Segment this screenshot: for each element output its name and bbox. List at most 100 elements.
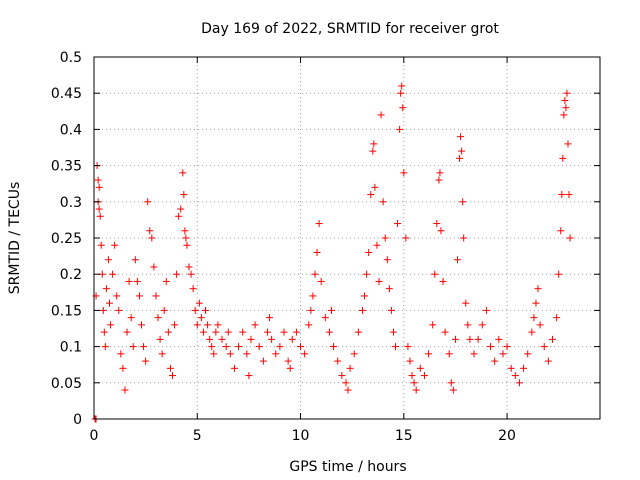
data-point <box>400 169 408 177</box>
data-point <box>503 343 511 351</box>
data-point <box>263 328 271 336</box>
x-tick-label: 5 <box>193 428 202 444</box>
data-point <box>288 335 296 343</box>
data-point <box>530 314 538 322</box>
data-point <box>346 364 354 372</box>
data-point <box>117 350 125 358</box>
data-point <box>470 350 478 358</box>
data-point <box>173 270 181 278</box>
data-point <box>435 176 443 184</box>
data-point <box>458 147 466 155</box>
data-point <box>377 111 385 119</box>
y-tick-label: 0.35 <box>51 159 82 175</box>
data-point <box>437 227 445 235</box>
data-point <box>123 328 131 336</box>
x-tick-label: 15 <box>395 428 413 444</box>
data-point <box>369 147 377 155</box>
data-point <box>410 379 418 387</box>
y-tick-labels: 0 0.05 0.1 0.15 0.2 0.25 0.3 0.35 0.4 0.45 0.5 <box>51 50 82 428</box>
data-point <box>565 191 573 199</box>
data-point <box>491 357 499 365</box>
data-point <box>445 350 453 358</box>
data-point <box>171 321 179 329</box>
data-point <box>127 314 135 322</box>
data-point <box>358 306 366 314</box>
data-point <box>460 234 468 242</box>
y-tick-label: 0.3 <box>60 195 82 211</box>
data-point <box>558 191 566 199</box>
data-point <box>397 89 405 97</box>
data-point <box>162 277 170 285</box>
data-point <box>367 191 375 199</box>
data-point <box>168 372 176 380</box>
data-point <box>266 314 274 322</box>
y-tick-label: 0.15 <box>51 303 82 319</box>
data-point <box>255 343 263 351</box>
data-point <box>370 140 378 148</box>
y-tick-label: 0.5 <box>60 50 82 66</box>
data-point <box>95 205 103 213</box>
data-point <box>268 335 276 343</box>
data-point <box>301 350 309 358</box>
data-point <box>259 357 267 365</box>
x-tick-label: 0 <box>90 428 99 444</box>
data-point <box>507 364 515 372</box>
data-point <box>544 357 552 365</box>
data-point <box>182 234 190 242</box>
data-point <box>210 350 218 358</box>
data-point <box>511 372 519 380</box>
data-point <box>104 256 112 264</box>
data-point <box>433 220 441 228</box>
data-point <box>441 328 449 336</box>
y-tick-label: 0.05 <box>51 376 82 392</box>
data-point <box>102 285 110 293</box>
data-point <box>97 241 105 249</box>
x-tick-labels: 0 5 10 15 20 <box>90 428 516 444</box>
data-point <box>309 292 317 300</box>
data-point <box>96 212 104 220</box>
data-point <box>338 372 346 380</box>
data-point <box>453 256 461 264</box>
data-point <box>109 270 117 278</box>
axis-ticks <box>93 56 600 420</box>
data-point <box>131 256 139 264</box>
data-point <box>451 335 459 343</box>
data-point <box>197 314 205 322</box>
data-point <box>119 364 127 372</box>
data-point <box>474 335 482 343</box>
data-point <box>436 169 444 177</box>
y-tick-label: 0.25 <box>51 231 82 247</box>
data-point <box>564 140 572 148</box>
data-point <box>482 306 490 314</box>
data-point <box>536 321 544 329</box>
data-point <box>389 328 397 336</box>
x-tick-label: 20 <box>498 428 516 444</box>
data-point <box>328 306 336 314</box>
y-tick-label: 0.45 <box>51 86 82 102</box>
data-point <box>447 379 455 387</box>
data-point <box>528 328 536 336</box>
data-point <box>121 386 129 394</box>
data-point <box>342 379 350 387</box>
data-point <box>133 277 141 285</box>
data-point <box>115 306 123 314</box>
data-point <box>284 357 292 365</box>
data-point <box>105 299 113 307</box>
data-point <box>191 306 199 314</box>
data-point <box>175 212 183 220</box>
data-points <box>91 82 574 423</box>
data-point <box>563 89 571 97</box>
data-point <box>95 183 103 191</box>
data-point <box>154 314 162 322</box>
data-point <box>416 364 424 372</box>
data-point <box>247 335 255 343</box>
data-point <box>224 328 232 336</box>
data-point <box>230 364 238 372</box>
data-point <box>222 343 230 351</box>
data-point <box>99 306 107 314</box>
data-point <box>398 82 406 90</box>
data-point <box>385 285 393 293</box>
data-point <box>189 285 197 293</box>
chart-title: Day 169 of 2022, SRMTID for receiver gro… <box>201 21 499 37</box>
